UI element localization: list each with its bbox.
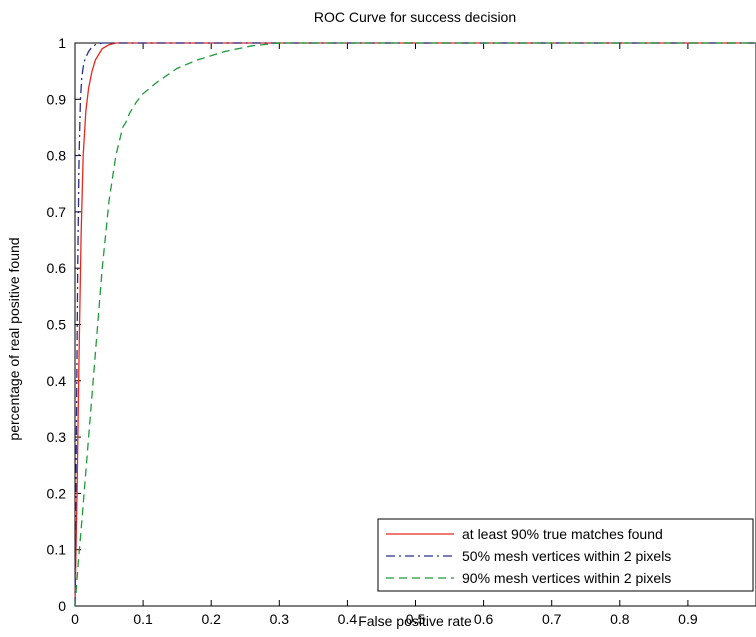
y-tick-label: 0.2: [47, 485, 67, 501]
chart-title: ROC Curve for success decision: [314, 9, 516, 25]
series-line-1: [74, 42, 756, 607]
x-tick-label: 0.7: [542, 611, 562, 627]
x-tick-label: 0.8: [610, 611, 630, 627]
x-tick-label: 0.6: [474, 611, 494, 627]
x-tick-label: 0.2: [201, 611, 221, 627]
legend: at least 90% true matches found 50% mesh …: [377, 518, 754, 592]
legend-label-2: 50% mesh vertices within 2 pixels: [462, 548, 671, 564]
series-line-3: [74, 42, 756, 607]
legend-label-1: at least 90% true matches found: [462, 526, 663, 542]
series-line-2: [74, 42, 756, 607]
y-tick-label: 0.7: [47, 204, 67, 220]
y-tick-label: 0.3: [47, 429, 67, 445]
y-tick-label: 0.1: [47, 542, 67, 558]
legend-box: [377, 518, 754, 592]
x-tick-label: 0.4: [338, 611, 358, 627]
legend-label-3: 90% mesh vertices within 2 pixels: [462, 570, 671, 586]
y-axis-label: percentage of real positive found: [6, 237, 22, 440]
y-tick-label: 0.4: [47, 373, 67, 389]
y-tick-label: 0.5: [47, 317, 67, 333]
x-tick-label: 0.3: [270, 611, 290, 627]
x-axis-label: False positive rate: [358, 613, 472, 629]
y-tick-label: 0.8: [47, 148, 67, 164]
plot-lines: [74, 42, 756, 607]
x-tick-label: 0: [71, 611, 79, 627]
y-tick-label: 0.6: [47, 260, 67, 276]
y-tick-label: 0.9: [47, 91, 67, 107]
x-tick-label: 0.1: [133, 611, 153, 627]
x-tick-label: 0.9: [678, 611, 698, 627]
y-tick-label: 0: [58, 598, 66, 614]
x-tick-label: 0.5: [406, 611, 426, 627]
y-tick-label: 1: [58, 35, 66, 51]
